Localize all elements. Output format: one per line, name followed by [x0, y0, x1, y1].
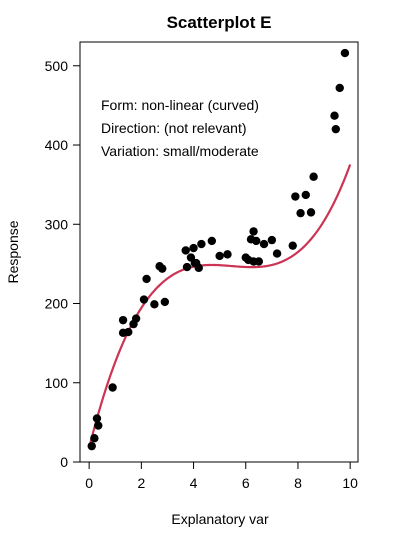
data-point	[301, 190, 310, 200]
plot-frame	[79, 41, 359, 463]
data-point	[197, 239, 206, 249]
y-tick-label: 400	[45, 137, 69, 153]
data-point	[223, 250, 232, 259]
annotation-block: Form: non-linear (curved) Direction: (not…	[101, 97, 259, 159]
data-point	[92, 414, 102, 423]
data-point	[90, 434, 99, 443]
x-axis-label: Explanatory var	[171, 511, 269, 527]
data-point	[182, 262, 192, 272]
data-point	[124, 327, 133, 337]
data-point	[291, 192, 300, 201]
data-point	[94, 421, 103, 430]
x-tick-label: 8	[294, 475, 302, 491]
data-point	[87, 441, 96, 451]
data-point	[335, 83, 344, 93]
data-point	[267, 235, 277, 245]
data-point	[249, 227, 258, 236]
y-tick-label: 500	[45, 58, 69, 74]
data-point	[139, 295, 149, 304]
data-point	[181, 246, 190, 255]
fit-curve	[88, 164, 352, 449]
y-axis-label: Response	[5, 220, 21, 283]
annotation-line: Variation: small/moderate	[101, 143, 259, 159]
data-point	[288, 241, 297, 250]
data-point	[272, 249, 282, 258]
chart-title: Scatterplot E	[167, 13, 272, 32]
y-tick-label: 0	[60, 454, 68, 470]
data-point	[158, 264, 167, 273]
data-point	[118, 315, 128, 325]
data-point	[142, 274, 151, 284]
y-axis: 0 100 200 300 400 500	[45, 58, 80, 470]
data-point	[330, 111, 339, 120]
data-point	[340, 48, 350, 58]
data-point	[160, 297, 170, 307]
x-tick-label: 4	[190, 475, 198, 491]
x-tick-label: 0	[85, 475, 93, 491]
y-tick-label: 200	[45, 296, 69, 312]
data-point	[215, 251, 224, 261]
data-point	[254, 257, 264, 266]
data-point	[306, 208, 316, 217]
y-tick-label: 300	[45, 216, 69, 232]
data-point	[150, 300, 159, 309]
data-point	[252, 236, 261, 246]
data-point	[331, 124, 341, 134]
data-point	[309, 172, 318, 181]
y-tick-label: 100	[45, 375, 69, 391]
annotation-line: Direction: (not relevant)	[101, 120, 247, 136]
annotation-line: Form: non-linear (curved)	[101, 97, 259, 113]
data-point	[259, 239, 269, 249]
x-tick-label: 10	[342, 475, 358, 491]
data-point	[189, 243, 198, 253]
data-point	[296, 208, 305, 218]
data-point	[194, 263, 203, 273]
x-tick-label: 6	[242, 475, 250, 491]
data-point	[108, 383, 117, 392]
x-tick-label: 2	[137, 475, 145, 491]
data-point	[207, 236, 217, 246]
data-point	[131, 314, 141, 323]
data-points	[87, 48, 350, 451]
x-axis: 0 2 4 6 8 10	[85, 462, 358, 491]
